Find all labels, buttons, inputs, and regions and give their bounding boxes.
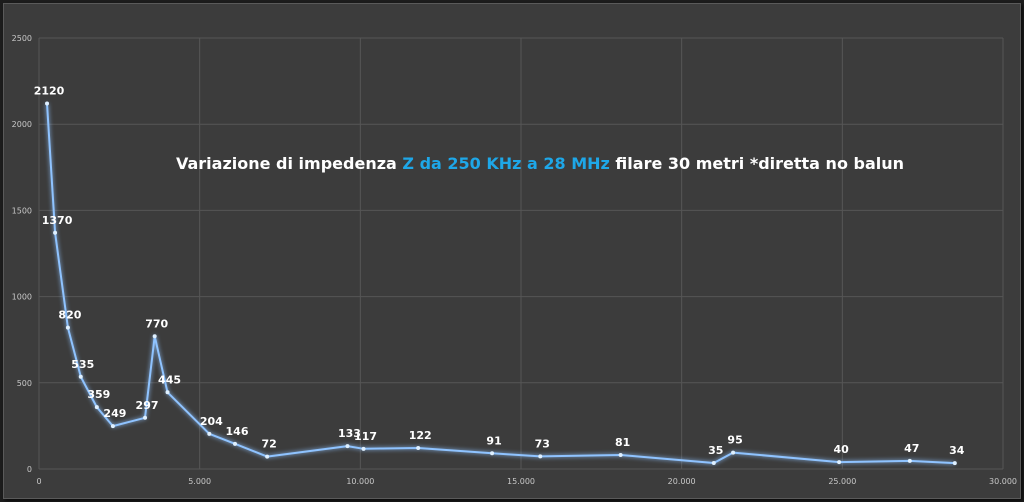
data-label: 146 [226, 425, 249, 438]
data-point [165, 390, 170, 395]
y-tick-label: 2500 [12, 34, 32, 43]
data-label: 73 [535, 437, 550, 450]
y-axis-ticks: 0 500 1000 1500 2000 2500 [12, 34, 32, 474]
data-label: 445 [158, 373, 181, 386]
data-label: 35 [708, 444, 723, 457]
data-label: 770 [145, 317, 168, 330]
x-tick-label: 15.000 [507, 477, 535, 486]
title-segment: Variazione di impedenza [176, 154, 402, 173]
data-label: 359 [87, 388, 110, 401]
data-label: 204 [200, 415, 223, 428]
grid [38, 37, 1004, 470]
series-impedance [45, 101, 957, 466]
title-segment: filare 30 metri *diretta no balun [610, 154, 904, 173]
x-tick-label: 5.000 [188, 477, 211, 486]
data-point [345, 444, 350, 449]
chart-title: Variazione di impedenza Z da 250 KHz a 2… [176, 154, 904, 173]
data-point [53, 230, 58, 235]
data-point [65, 325, 70, 330]
data-label: 122 [409, 429, 432, 442]
data-label: 91 [486, 434, 501, 447]
data-label: 297 [136, 399, 159, 412]
data-point [207, 431, 212, 436]
x-tick-label: 30.000 [989, 477, 1017, 486]
x-tick-label: 20.000 [668, 477, 696, 486]
data-point [233, 441, 238, 446]
data-label: 535 [71, 358, 94, 371]
data-label: 249 [103, 407, 126, 420]
chart-frame [3, 3, 1021, 499]
y-tick-label: 1500 [12, 206, 32, 215]
data-label: 133 [338, 427, 361, 440]
data-label: 95 [727, 434, 742, 447]
data-label: 72 [261, 438, 276, 451]
data-point [78, 374, 83, 379]
data-point [361, 446, 366, 451]
data-label: 47 [904, 442, 919, 455]
data-label: 81 [615, 436, 630, 449]
data-label: 117 [354, 430, 377, 443]
x-tick-label: 10.000 [346, 477, 374, 486]
x-tick-label: 0 [36, 477, 41, 486]
x-axis-ticks: 0 5.000 10.000 15.000 20.000 25.000 30.000 [36, 477, 1017, 486]
data-point [731, 450, 736, 455]
data-point [837, 460, 842, 465]
data-point [110, 424, 115, 429]
y-tick-label: 2000 [12, 120, 32, 129]
data-label: 34 [949, 444, 965, 457]
data-label: 820 [58, 309, 81, 322]
data-point [152, 334, 157, 339]
title-highlight: Z da 250 KHz a 28 MHz [402, 154, 609, 173]
data-point [711, 460, 716, 465]
y-tick-label: 500 [17, 379, 32, 388]
data-label: 2120 [34, 85, 65, 98]
data-point [907, 458, 912, 463]
y-tick-label: 0 [27, 465, 32, 474]
data-point [94, 405, 99, 410]
y-tick-label: 1000 [12, 293, 32, 302]
data-point [416, 445, 421, 450]
x-tick-label: 25.000 [828, 477, 856, 486]
data-point [265, 454, 270, 459]
data-label: 40 [833, 443, 849, 456]
data-point [618, 453, 623, 458]
data-label: 1370 [42, 214, 73, 227]
data-point [143, 415, 148, 420]
data-point [952, 461, 957, 466]
data-point [45, 101, 50, 106]
data-point [538, 454, 543, 459]
data-point [490, 451, 495, 456]
